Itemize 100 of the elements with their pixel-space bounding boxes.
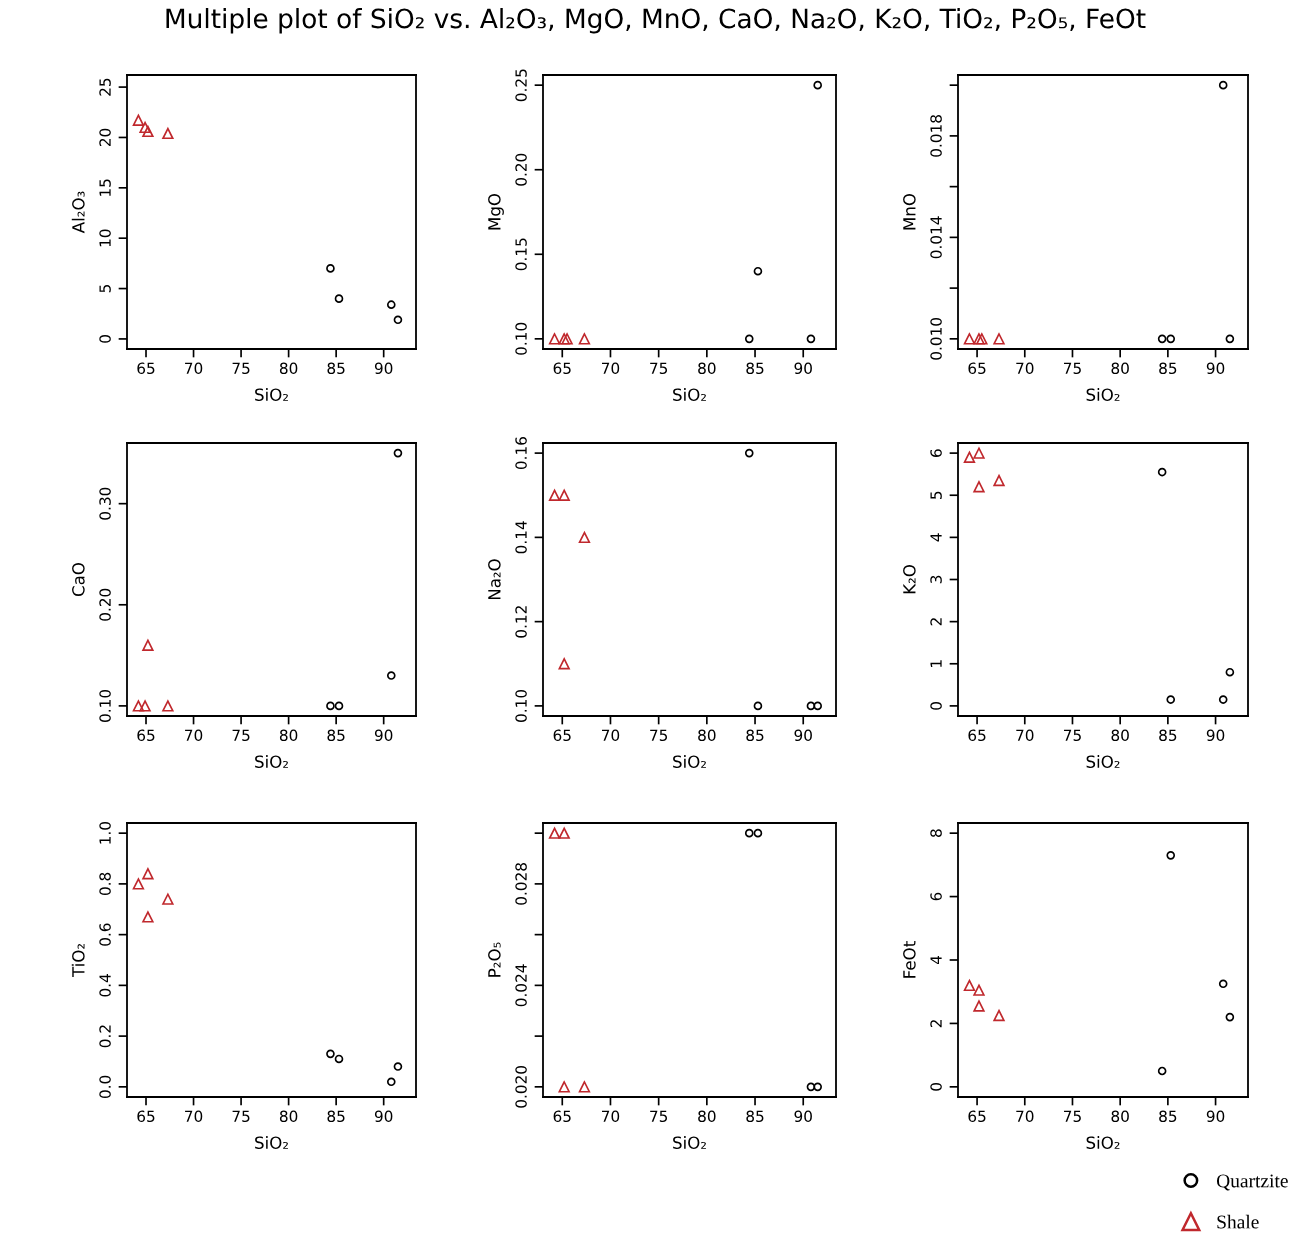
y-tick-label: 0.020: [515, 1066, 527, 1108]
y-tick-label: 0.15: [515, 238, 527, 271]
x-tick-label: 85: [327, 1110, 345, 1123]
point: [753, 701, 763, 711]
x-tick-label: 75: [1064, 1110, 1081, 1123]
x-axis-title: SiO₂: [255, 755, 288, 768]
point: [548, 333, 561, 345]
point: [753, 266, 763, 276]
x-tick-label: 70: [1016, 362, 1034, 375]
y-tick-label: 4: [930, 956, 942, 965]
x-tick-label: 85: [327, 362, 345, 375]
point: [806, 701, 816, 711]
point: [973, 984, 985, 996]
x-tick-label: 70: [185, 729, 203, 742]
point: [142, 639, 154, 651]
y-tick-label: 0.30: [99, 487, 111, 520]
y-tick-label: 0.10: [515, 689, 527, 722]
x-tick-label: 90: [794, 362, 812, 375]
y-tick-label: 0.014: [930, 216, 942, 259]
x-axis-title: SiO₂: [673, 1136, 706, 1149]
y-tick-label: 0.25: [515, 69, 527, 102]
point: [334, 294, 344, 303]
x-tick-label: 90: [1206, 362, 1225, 375]
point: [132, 878, 145, 890]
x-tick-label: 75: [232, 729, 250, 742]
y-tick-label: 0.0: [99, 1075, 111, 1098]
point: [139, 121, 151, 134]
x-tick-label: 70: [602, 729, 620, 742]
y-tick-label: 6: [930, 892, 942, 901]
x-tick-label: 75: [650, 729, 668, 742]
x-tick-label: 70: [185, 1110, 203, 1123]
point: [132, 114, 145, 127]
x-tick-label: 85: [1159, 362, 1177, 375]
y-tick-label: 6: [930, 449, 942, 457]
point: [1225, 1012, 1235, 1022]
y-tick-label: 10: [99, 229, 111, 247]
y-axis-title: Na₂O: [488, 559, 501, 600]
point: [744, 448, 754, 458]
point: [139, 700, 151, 712]
point: [334, 1054, 344, 1064]
point: [558, 489, 570, 501]
point: [973, 481, 985, 493]
point: [1166, 695, 1176, 704]
point: [162, 127, 174, 140]
x-tick-label: 80: [698, 729, 716, 742]
y-tick-label: 25: [99, 78, 111, 96]
x-axis-title: SiO₂: [1086, 1136, 1120, 1149]
y-axis-title: TiO₂: [71, 944, 85, 978]
x-tick-label: 90: [1206, 729, 1225, 742]
point: [578, 531, 591, 544]
x-axis-title: SiO₂: [255, 1136, 288, 1149]
x-axis-title: SiO₂: [1086, 755, 1120, 768]
x-axis-title: SiO₂: [673, 388, 706, 401]
point: [1218, 695, 1228, 704]
x-tick-label: 65: [553, 362, 571, 375]
text: Multiple plot of SiO₂ vs. Al₂O₃, MgO, MnO, CaO, Na₂O, K₂O, TiO₂, P₂O₅, FeOt: [166, 8, 1146, 34]
y-tick-label: 0.20: [99, 588, 111, 621]
x-tick-label: 80: [1111, 1110, 1129, 1123]
x-axis-title: SiO₂: [255, 388, 288, 401]
x-tick-label: 65: [968, 362, 986, 375]
y-axis-title: P₂O₅: [488, 942, 501, 977]
x-tick-label: 85: [327, 729, 345, 742]
y-tick-label: 0.010: [930, 318, 942, 360]
x-tick-label: 65: [137, 1110, 155, 1123]
y-axis-title: FeOt: [903, 941, 916, 978]
x-tick-label: 70: [602, 1110, 620, 1123]
point: [386, 1077, 396, 1087]
x-tick-label: 75: [1064, 729, 1081, 742]
x-tick-label: 85: [746, 729, 764, 742]
point: [326, 1049, 335, 1059]
y-tick-label: 0.8: [99, 872, 111, 896]
x-tick-label: 70: [602, 362, 620, 375]
point: [1157, 467, 1167, 477]
point: [973, 447, 985, 459]
x-tick-label: 65: [137, 362, 155, 375]
x-tick-label: 80: [279, 362, 298, 375]
point: [973, 1000, 985, 1012]
x-tick-label: 65: [968, 1110, 986, 1123]
y-tick-label: 8: [930, 829, 942, 837]
point: [142, 125, 154, 138]
point: [963, 979, 976, 992]
y-axis-title: K₂O: [903, 565, 916, 594]
point: [1225, 667, 1235, 677]
x-tick-label: 85: [746, 1110, 764, 1123]
point: [162, 700, 174, 712]
legend-label: Shale: [1217, 1214, 1259, 1229]
point: [744, 334, 754, 344]
point: [963, 451, 976, 464]
point: [142, 868, 154, 880]
x-tick-label: 80: [1111, 729, 1129, 742]
x-tick-label: 65: [553, 1110, 571, 1123]
point: [993, 474, 1005, 487]
y-tick-label: 0.6: [99, 923, 111, 946]
x-tick-label: 90: [794, 1110, 812, 1123]
y-tick-label: 0.10: [99, 689, 111, 722]
x-tick-label: 85: [746, 362, 764, 375]
x-tick-label: 80: [698, 362, 716, 375]
y-tick-label: 0.14: [515, 521, 527, 554]
point: [393, 1062, 403, 1071]
y-axis-title: MgO: [488, 193, 504, 230]
